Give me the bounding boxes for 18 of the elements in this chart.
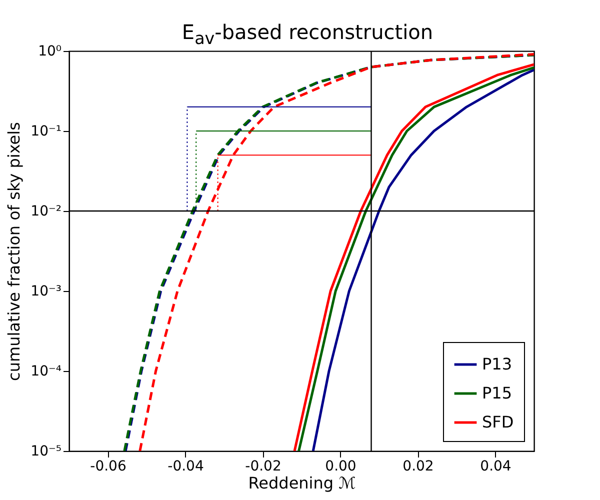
x-axis-title: Reddening ℳ <box>248 474 356 492</box>
y-tick-label: 10⁻³ <box>30 284 62 300</box>
chart-title: E$_{av}$-based reconstruction <box>180 20 434 48</box>
legend-label: P13 <box>482 354 512 374</box>
y-tick-label: 10⁰ <box>38 44 62 60</box>
y-tick-label: 10⁻¹ <box>30 124 62 140</box>
legend-label: SFD <box>482 412 514 432</box>
x-tick-label: 0.00 <box>325 458 356 474</box>
x-tick-label: -0.04 <box>168 458 204 474</box>
y-tick-label: 10⁻⁵ <box>30 444 62 460</box>
y-axis-title: cumulative fraction of sky pixels <box>4 122 24 381</box>
y-tick-label: 10⁻² <box>30 204 62 220</box>
x-tick-label: 0.04 <box>480 458 512 474</box>
y-tick-label: 10⁻⁴ <box>30 364 62 380</box>
legend-label: P15 <box>482 384 512 402</box>
x-tick-label: 0.02 <box>402 458 434 474</box>
x-tick-label: -0.06 <box>90 458 126 474</box>
x-tick-label: -0.02 <box>245 458 282 474</box>
